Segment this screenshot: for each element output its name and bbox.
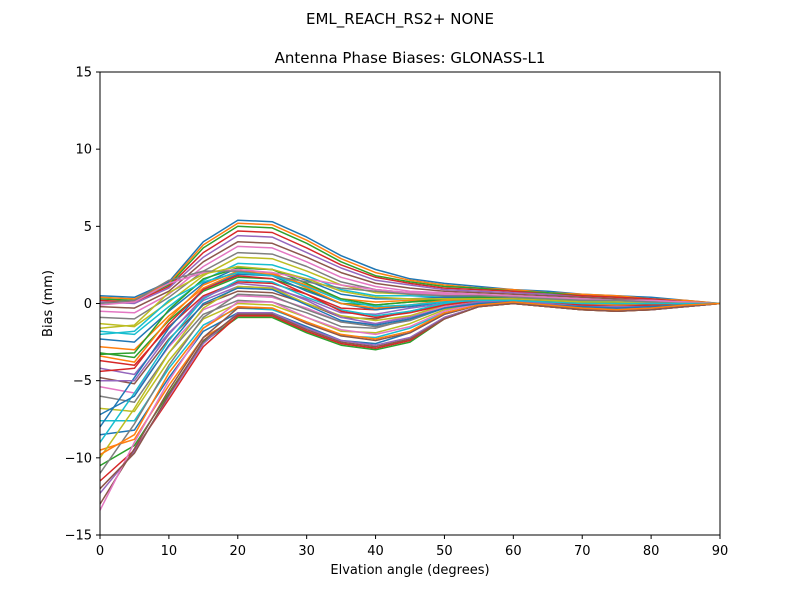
series-line-42 (99, 301, 721, 456)
series-line-6 (99, 241, 721, 309)
y-axis-ticks: −15 −10 −5 0 5 10 15 (65, 66, 100, 544)
y-tick-label: 5 (84, 220, 92, 235)
series-line-40 (99, 271, 720, 336)
x-tick-label: 20 (230, 544, 247, 559)
x-axis-label: Elvation angle (degrees) (330, 563, 489, 578)
y-tick-label: 15 (75, 66, 92, 81)
y-tick-label: −5 (73, 374, 92, 389)
x-tick-label: 40 (367, 544, 384, 559)
x-tick-label: 90 (712, 544, 729, 559)
x-tick-label: 10 (161, 544, 178, 559)
series-line-39 (99, 265, 720, 329)
x-axis-ticks: 0 10 20 30 40 50 60 70 80 90 (96, 535, 728, 559)
x-tick-label: 30 (298, 544, 315, 559)
plot-lines (99, 219, 721, 511)
chart-title: Antenna Phase Biases: GLONASS-L1 (275, 49, 546, 67)
y-axis-label: Bias (mm) (41, 270, 56, 337)
y-tick-label: −15 (65, 529, 92, 544)
x-tick-label: 80 (643, 544, 660, 559)
series-line-38 (99, 270, 720, 305)
x-tick-label: 60 (505, 544, 522, 559)
y-tick-label: 0 (84, 297, 92, 312)
series-line-2 (99, 222, 721, 305)
series-line-4 (99, 230, 721, 305)
y-tick-label: −10 (65, 451, 92, 466)
series-line-41 (99, 287, 721, 416)
figure-suptitle: EML_REACH_RS2+ NONE (306, 10, 494, 29)
x-tick-label: 70 (574, 544, 591, 559)
series-line-36 (99, 302, 721, 490)
x-tick-label: 50 (436, 544, 453, 559)
x-tick-label: 0 (96, 544, 104, 559)
y-tick-label: 10 (75, 143, 92, 158)
series-line-35 (100, 282, 721, 382)
